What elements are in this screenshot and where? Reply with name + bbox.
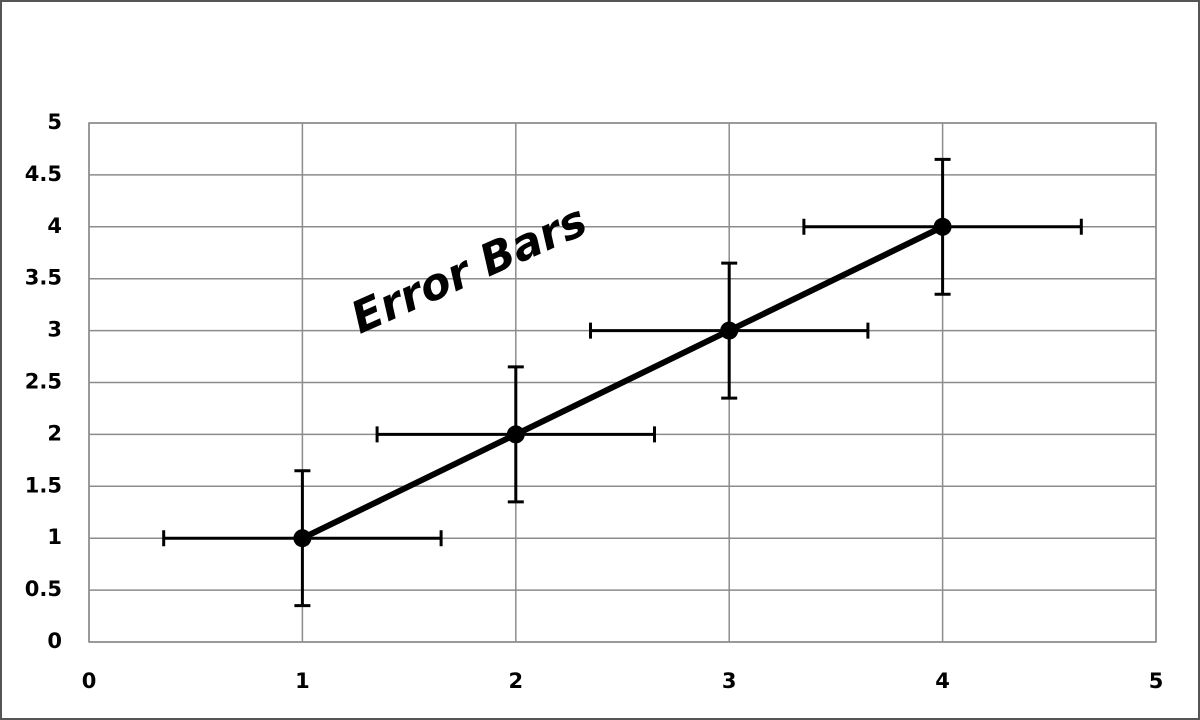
y-tick-label: 0.5 bbox=[25, 577, 62, 601]
plot-border bbox=[88, 122, 1157, 643]
y-tick-label: 1.5 bbox=[25, 473, 62, 497]
y-tick-label: 2.5 bbox=[25, 370, 62, 394]
y-tick-label: 4 bbox=[47, 214, 62, 238]
x-tick-label: 4 bbox=[935, 669, 950, 693]
data-line bbox=[301, 224, 944, 541]
y-tick-label: 3.5 bbox=[25, 266, 62, 290]
data-point bbox=[293, 529, 312, 548]
x-tick-label: 0 bbox=[82, 669, 97, 693]
data-point bbox=[506, 425, 525, 444]
x-tick-label: 5 bbox=[1149, 669, 1164, 693]
y-tick-label: 2 bbox=[47, 421, 62, 445]
data-point bbox=[720, 321, 739, 340]
data-point bbox=[933, 217, 952, 236]
y-tick-label: 5 bbox=[47, 110, 62, 134]
x-tick-label: 1 bbox=[295, 669, 310, 693]
x-tick-label: 3 bbox=[722, 669, 737, 693]
y-tick-label: 1 bbox=[47, 525, 62, 549]
y-tick-label: 0 bbox=[47, 629, 62, 653]
y-tick-label: 4.5 bbox=[25, 162, 62, 186]
y-tick-label: 3 bbox=[47, 318, 62, 342]
x-tick-label: 2 bbox=[508, 669, 523, 693]
